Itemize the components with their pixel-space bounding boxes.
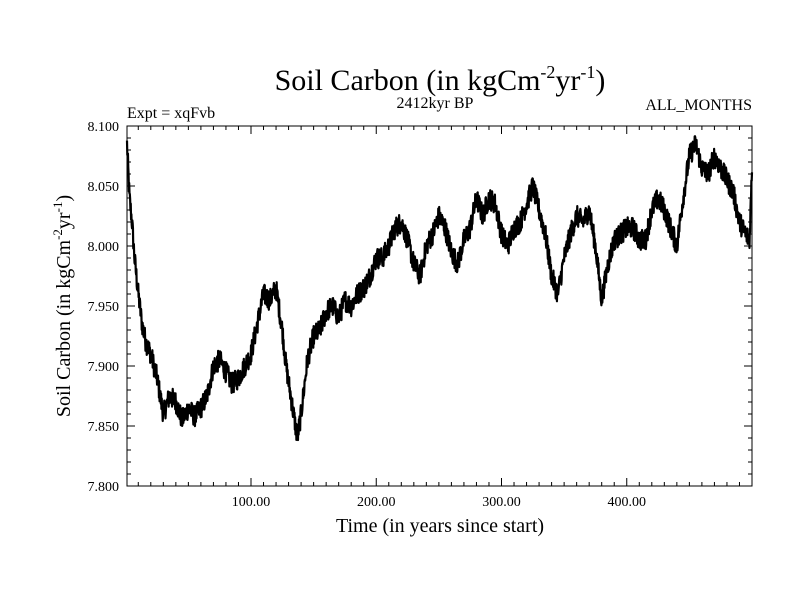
experiment-label: Expt = xqFvb	[127, 105, 215, 122]
months-label: ALL_MONTHS	[645, 97, 752, 114]
x-tick-labels: 100.00 200.00 300.00 400.00	[232, 495, 646, 510]
y-tick-label: 7.900	[88, 360, 120, 375]
y-tick-label: 8.000	[88, 240, 120, 255]
x-tick-label: 300.00	[482, 495, 521, 510]
y-tick-label: 7.950	[88, 300, 120, 315]
y-tick-label: 8.100	[88, 120, 120, 135]
y-axis-title: Soil Carbon (in kgCm-2yr-1)	[50, 195, 75, 417]
x-axis-title: Time (in years since start)	[336, 515, 544, 537]
x-tick-label: 400.00	[607, 495, 646, 510]
y-tick-label: 7.800	[88, 480, 120, 495]
plot-frame	[126, 125, 753, 487]
x-tick-label: 100.00	[232, 495, 271, 510]
x-tick-label: 200.00	[357, 495, 396, 510]
axis-ticks	[127, 125, 752, 487]
period-label: 2412kyr BP	[397, 95, 474, 112]
soil-carbon-series-line	[125, 135, 754, 442]
y-tick-label: 7.850	[88, 420, 120, 435]
chart-title: Soil Carbon (in kgCm-2yr-1)	[275, 62, 606, 97]
y-tick-label: 8.050	[88, 180, 120, 195]
y-tick-labels: 7.800 7.850 7.900 7.950 8.000 8.050 8.100	[88, 120, 120, 495]
